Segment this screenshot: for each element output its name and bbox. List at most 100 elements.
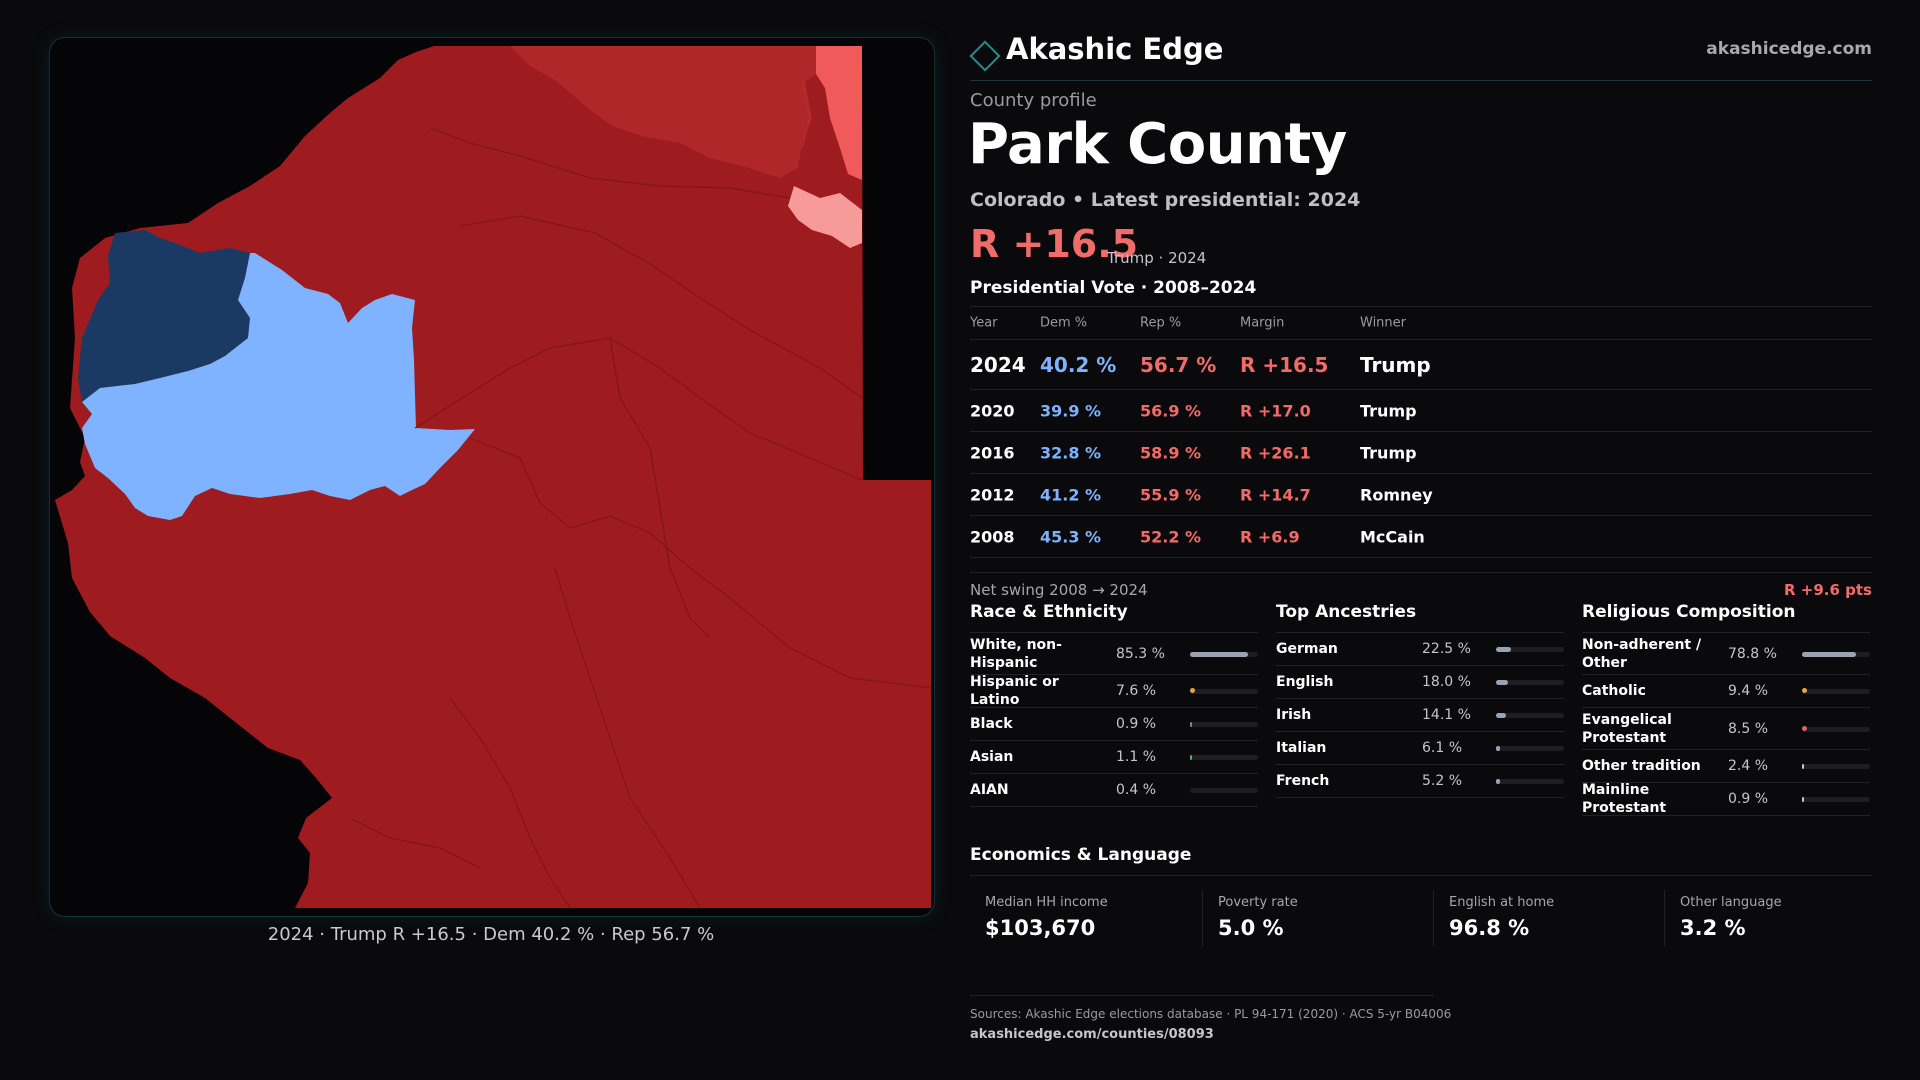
row-rep: 55.9 % xyxy=(1140,485,1202,504)
item-bar xyxy=(1802,688,1870,694)
row-margin: R +14.7 xyxy=(1240,485,1311,504)
item-bar-fill xyxy=(1190,651,1248,657)
item-label: Mainline Protestant xyxy=(1582,782,1667,816)
map-region-rep-light[interactable] xyxy=(816,46,862,180)
item-label: Black xyxy=(970,716,1013,732)
item-value: 0.9 % xyxy=(1116,716,1157,732)
list-item: Non-adherent / Other 78.8 % xyxy=(1582,633,1870,675)
row-margin: R +6.9 xyxy=(1240,527,1300,546)
list-item: French 5.2 % xyxy=(1276,765,1564,798)
item-bar-fill xyxy=(1190,755,1192,760)
item-bar-fill xyxy=(1802,764,1804,769)
county-url-link[interactable]: akashicedge.com/counties/08093 xyxy=(970,1027,1214,1042)
item-bar xyxy=(1190,688,1258,694)
stat-label: Poverty rate xyxy=(1218,895,1298,910)
list-item: Asian 1.1 % xyxy=(970,741,1258,774)
row-margin: R +17.0 xyxy=(1240,401,1311,420)
brand-name[interactable]: Akashic Edge xyxy=(1006,32,1224,66)
row-year: 2024 xyxy=(970,352,1026,377)
precinct-map-svg[interactable] xyxy=(50,38,934,916)
map-region-dem-dark[interactable] xyxy=(78,230,250,402)
row-margin: R +16.5 xyxy=(1240,352,1329,377)
item-value: 9.4 % xyxy=(1728,683,1769,699)
item-bar-fill xyxy=(1496,746,1501,751)
item-bar-fill xyxy=(1190,722,1192,727)
latest-margin-note: Trump · 2024 xyxy=(1107,249,1207,267)
list-item: Hispanic or Latino 7.6 % xyxy=(970,674,1258,708)
econ-stat-income: Median HH income $103,670 xyxy=(970,890,1180,946)
item-bar xyxy=(1190,722,1258,727)
item-label: White, non-Hispanic xyxy=(970,636,1062,671)
brand-url-link[interactable]: akashicedge.com xyxy=(1706,39,1872,59)
item-bar-fill xyxy=(1190,688,1195,693)
item-bar xyxy=(1190,755,1258,760)
item-value: 0.4 % xyxy=(1116,782,1157,798)
list-item: White, non-Hispanic 85.3 % xyxy=(970,633,1258,675)
item-label: German xyxy=(1276,641,1338,657)
item-bar-fill xyxy=(1496,713,1506,718)
item-label: Other tradition xyxy=(1582,758,1701,774)
item-label: Non-adherent / Other xyxy=(1582,636,1702,671)
list-item: Italian 6.1 % xyxy=(1276,732,1564,765)
row-rep: 56.9 % xyxy=(1140,401,1202,420)
col-year-header: Year xyxy=(970,315,998,331)
econ-stat-english: English at home 96.8 % xyxy=(1433,890,1644,946)
footer: Sources: Akashic Edge elections database… xyxy=(970,995,1451,1042)
row-winner: Trump xyxy=(1360,352,1431,377)
economics-title: Economics & Language xyxy=(970,845,1872,876)
item-bar-fill xyxy=(1802,797,1804,802)
item-bar xyxy=(1496,779,1564,784)
county-subtitle: Colorado • Latest presidential: 2024 xyxy=(970,189,1361,211)
col-margin-header: Margin xyxy=(1240,315,1285,331)
diamond-icon xyxy=(969,40,1001,72)
col-winner-header: Winner xyxy=(1360,315,1407,331)
item-value: 14.1 % xyxy=(1422,707,1471,723)
stat-value: 5.0 % xyxy=(1218,916,1284,940)
row-rep: 58.9 % xyxy=(1140,443,1202,462)
table-row: 2012 41.2 % 55.9 % R +14.7 Romney xyxy=(970,474,1872,516)
table-row: 2008 45.3 % 52.2 % R +6.9 McCain xyxy=(970,516,1872,558)
vote-table-header: Year Dem % Rep % Margin Winner xyxy=(970,307,1872,340)
row-year: 2012 xyxy=(970,485,1015,504)
item-value: 85.3 % xyxy=(1116,645,1165,662)
ancestry-panel: Top Ancestries German 22.5 % English 18.… xyxy=(1276,602,1564,798)
precinct-map[interactable] xyxy=(49,37,935,917)
item-value: 8.5 % xyxy=(1728,720,1769,737)
latest-margin: R +16.5 xyxy=(970,222,1139,266)
list-item: Black 0.9 % xyxy=(970,708,1258,741)
stat-label: English at home xyxy=(1449,895,1555,910)
item-value: 18.0 % xyxy=(1422,674,1471,690)
profile-label: County profile xyxy=(970,90,1097,111)
item-bar xyxy=(1190,788,1258,793)
econ-stat-poverty: Poverty rate 5.0 % xyxy=(1202,890,1413,946)
item-bar xyxy=(1496,713,1564,718)
page-title: Park County xyxy=(968,112,1347,177)
list-item: Mainline Protestant 0.9 % xyxy=(1582,782,1870,816)
net-swing: Net swing 2008 → 2024 R +9.6 pts xyxy=(970,572,1872,599)
vote-table: Year Dem % Rep % Margin Winner 2024 40.2… xyxy=(970,306,1872,558)
map-region-dem-light[interactable] xyxy=(82,253,475,520)
item-label: Asian xyxy=(970,749,1014,765)
item-bar xyxy=(1802,764,1870,769)
item-label: Irish xyxy=(1276,707,1312,723)
table-row: 2024 40.2 % 56.7 % R +16.5 Trump xyxy=(970,340,1872,390)
list-item: English 18.0 % xyxy=(1276,666,1564,699)
sources-text: Sources: Akashic Edge elections database… xyxy=(970,1007,1452,1021)
list-item: AIAN 0.4 % xyxy=(970,774,1258,807)
item-label: Hispanic or Latino xyxy=(970,674,1059,708)
map-region-rep-pale[interactable] xyxy=(788,186,862,248)
item-label: Catholic xyxy=(1582,683,1646,699)
stat-value: 3.2 % xyxy=(1680,916,1746,940)
net-swing-value: R +9.6 pts xyxy=(1784,581,1872,599)
row-winner: Trump xyxy=(1360,443,1417,462)
row-year: 2020 xyxy=(970,401,1015,420)
map-region-rep-main[interactable] xyxy=(55,46,931,908)
row-winner: Romney xyxy=(1360,485,1433,504)
item-label: English xyxy=(1276,674,1334,690)
net-swing-label: Net swing 2008 → 2024 xyxy=(970,581,1148,599)
map-region-rep-mid[interactable] xyxy=(510,46,816,178)
row-year: 2016 xyxy=(970,443,1015,462)
stat-label: Other language xyxy=(1680,895,1782,910)
item-value: 2.4 % xyxy=(1728,758,1769,774)
item-value: 1.1 % xyxy=(1116,749,1157,765)
